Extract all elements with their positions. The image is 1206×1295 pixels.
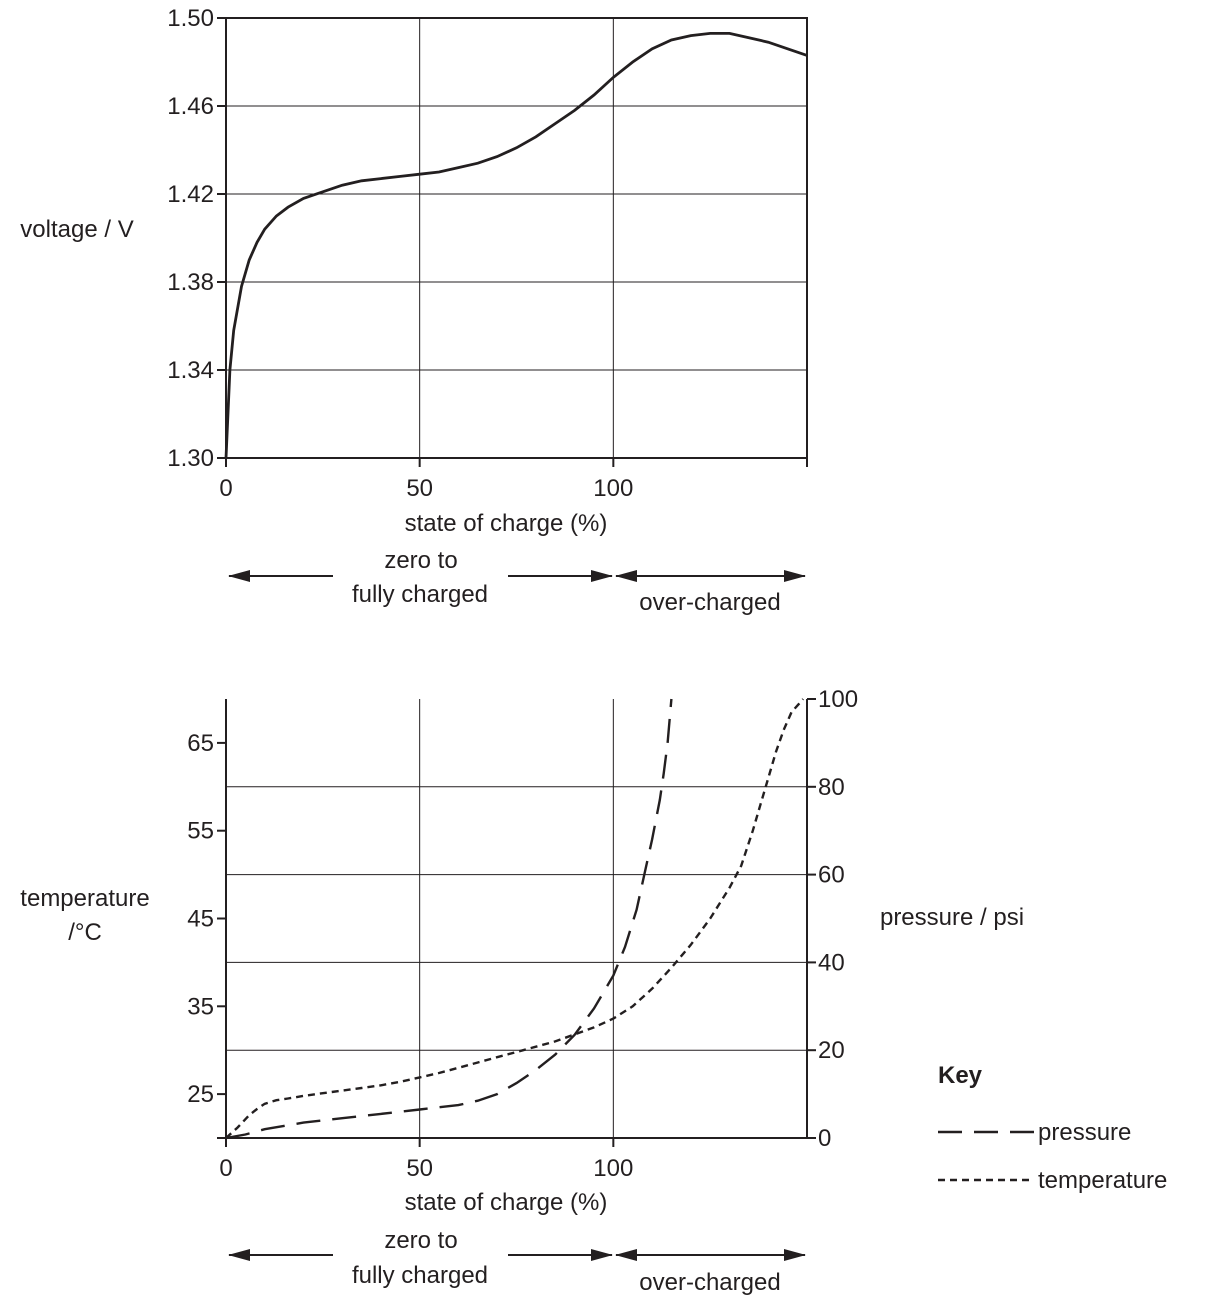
temperature-pressure-x-axis-label: state of charge (%) bbox=[405, 1189, 608, 1216]
pressure-y-tick-label: 40 bbox=[818, 949, 845, 976]
pressure-series-line bbox=[225, 698, 673, 1140]
legend-temperature-label: temperature bbox=[1038, 1167, 1167, 1194]
region1-label-line1: zero to bbox=[384, 1227, 457, 1254]
voltage-x-tick-label: 50 bbox=[406, 475, 433, 502]
temperature-pressure-x-tick-label: 50 bbox=[406, 1155, 433, 1182]
voltage-axis-ticks: 1.30 1.34 1.38 1.42 1.46 1.50 0 50 100 bbox=[167, 5, 808, 502]
temperature-y-tick-label: 45 bbox=[187, 906, 214, 933]
pressure-y-tick-label: 80 bbox=[818, 774, 845, 801]
pressure-y-tick-label: 0 bbox=[818, 1125, 831, 1152]
temperature-y-tick-label: 25 bbox=[187, 1081, 214, 1108]
temperature-pressure-axis-ticks: 25 35 45 55 65 0 20 40 60 80 100 0 50 100 bbox=[187, 686, 858, 1182]
temperature-pressure-chart: 25 35 45 55 65 0 20 40 60 80 100 0 50 100 temperature… bbox=[20, 686, 1167, 1295]
region2-label: over-charged bbox=[639, 1269, 780, 1295]
temperature-y-axis-label-line1: temperature bbox=[20, 885, 149, 912]
pressure-y-axis-label: pressure / psi bbox=[880, 904, 1024, 931]
temperature-y-tick-label: 35 bbox=[187, 993, 214, 1020]
pressure-y-tick-label: 100 bbox=[818, 686, 858, 713]
voltage-gridlines bbox=[226, 18, 807, 458]
voltage-x-tick-label: 0 bbox=[219, 475, 232, 502]
voltage-x-tick-label: 100 bbox=[593, 475, 633, 502]
voltage-region-annotations: zero to fully charged over-charged bbox=[228, 547, 806, 616]
temperature-pressure-x-tick-label: 0 bbox=[219, 1155, 232, 1182]
voltage-chart: 1.30 1.34 1.38 1.42 1.46 1.50 0 50 100 voltage /… bbox=[20, 5, 808, 616]
voltage-x-axis-label: state of charge (%) bbox=[405, 510, 608, 537]
voltage-y-tick-label: 1.30 bbox=[167, 445, 214, 472]
temperature-y-axis-label-line2: /°C bbox=[68, 919, 102, 946]
temperature-series-line bbox=[225, 698, 805, 1139]
legend-pressure-label: pressure bbox=[1038, 1119, 1131, 1146]
temperature-y-tick-label: 65 bbox=[187, 730, 214, 757]
region1-label-line2: fully charged bbox=[352, 581, 488, 608]
region1-label-line2: fully charged bbox=[352, 1262, 488, 1289]
pressure-y-tick-label: 60 bbox=[818, 862, 845, 889]
pressure-y-tick-label: 20 bbox=[818, 1037, 845, 1064]
voltage-y-tick-label: 1.42 bbox=[167, 181, 214, 208]
legend: Key pressure temperature bbox=[938, 1062, 1167, 1194]
legend-title: Key bbox=[938, 1062, 983, 1089]
temperature-pressure-gridlines bbox=[226, 699, 807, 1138]
voltage-plot-frame bbox=[225, 17, 808, 459]
temperature-pressure-x-tick-label: 100 bbox=[593, 1155, 633, 1182]
temperature-pressure-region-annotations: zero to fully charged over-charged bbox=[228, 1227, 806, 1295]
region1-label-line1: zero to bbox=[384, 547, 457, 574]
temperature-y-tick-label: 55 bbox=[187, 818, 214, 845]
voltage-y-tick-label: 1.50 bbox=[167, 5, 214, 32]
voltage-y-tick-label: 1.46 bbox=[167, 93, 214, 120]
voltage-y-tick-label: 1.38 bbox=[167, 269, 214, 296]
region2-label: over-charged bbox=[639, 589, 780, 616]
voltage-series-line bbox=[224, 32, 808, 459]
voltage-y-axis-label: voltage / V bbox=[20, 216, 133, 243]
voltage-y-tick-label: 1.34 bbox=[167, 357, 214, 384]
